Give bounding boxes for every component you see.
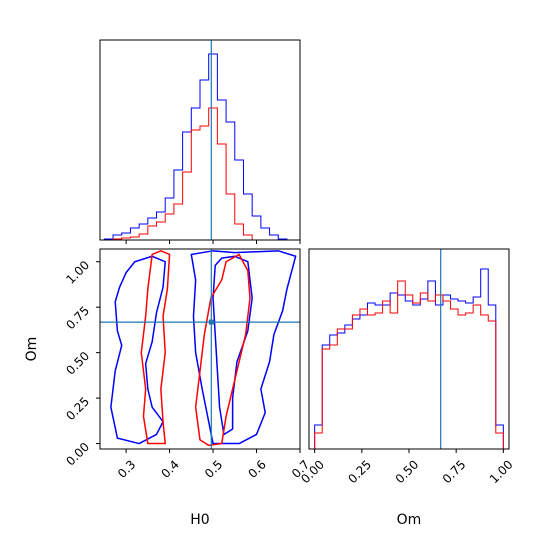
contour-frame bbox=[99, 248, 301, 450]
contour-ytick-label: 0.75 bbox=[63, 303, 92, 332]
h0-histogram-frame bbox=[99, 39, 301, 241]
truth-marker bbox=[208, 319, 214, 325]
contour-line-red bbox=[140, 250, 171, 445]
om-histogram-frame bbox=[308, 248, 510, 450]
om-hist-xtick-label: 0.25 bbox=[345, 457, 374, 486]
contour-line-blue bbox=[190, 250, 297, 445]
contour-line-blue bbox=[212, 255, 253, 436]
x-axis-label-om: Om bbox=[397, 512, 422, 528]
contour-xtick-label: 0.6 bbox=[245, 457, 268, 480]
om-hist-xtick-label: 0.75 bbox=[440, 457, 469, 486]
om-histogram-red bbox=[314, 280, 504, 449]
contour-ytick-label: 0.50 bbox=[63, 349, 92, 378]
h0-histogram-blue bbox=[103, 53, 288, 240]
y-axis-label-om: Om bbox=[24, 337, 40, 362]
contour-line-red bbox=[194, 253, 251, 447]
contour-ytick-label: 0.25 bbox=[63, 394, 92, 423]
om-hist-xtick-label: 0.50 bbox=[393, 457, 422, 486]
h0-om-contour-panel bbox=[100, 249, 300, 449]
h0-histogram-red bbox=[104, 107, 287, 241]
contour-xtick-label: 0.3 bbox=[115, 457, 138, 480]
contour-ytick-label: 0.00 bbox=[63, 440, 92, 469]
om-histogram-blue bbox=[314, 268, 504, 449]
contour-xtick-label: 0.5 bbox=[202, 457, 225, 480]
om-hist-xtick-label: 1.00 bbox=[487, 457, 516, 486]
contour-ytick-label: 1.00 bbox=[63, 258, 92, 287]
contour-line-blue bbox=[110, 255, 166, 445]
om-histogram-panel bbox=[314, 249, 504, 449]
h0-histogram-panel bbox=[103, 40, 288, 241]
x-axis-label-h0: H0 bbox=[190, 512, 209, 528]
contour-xtick-label: 0.4 bbox=[159, 457, 182, 480]
